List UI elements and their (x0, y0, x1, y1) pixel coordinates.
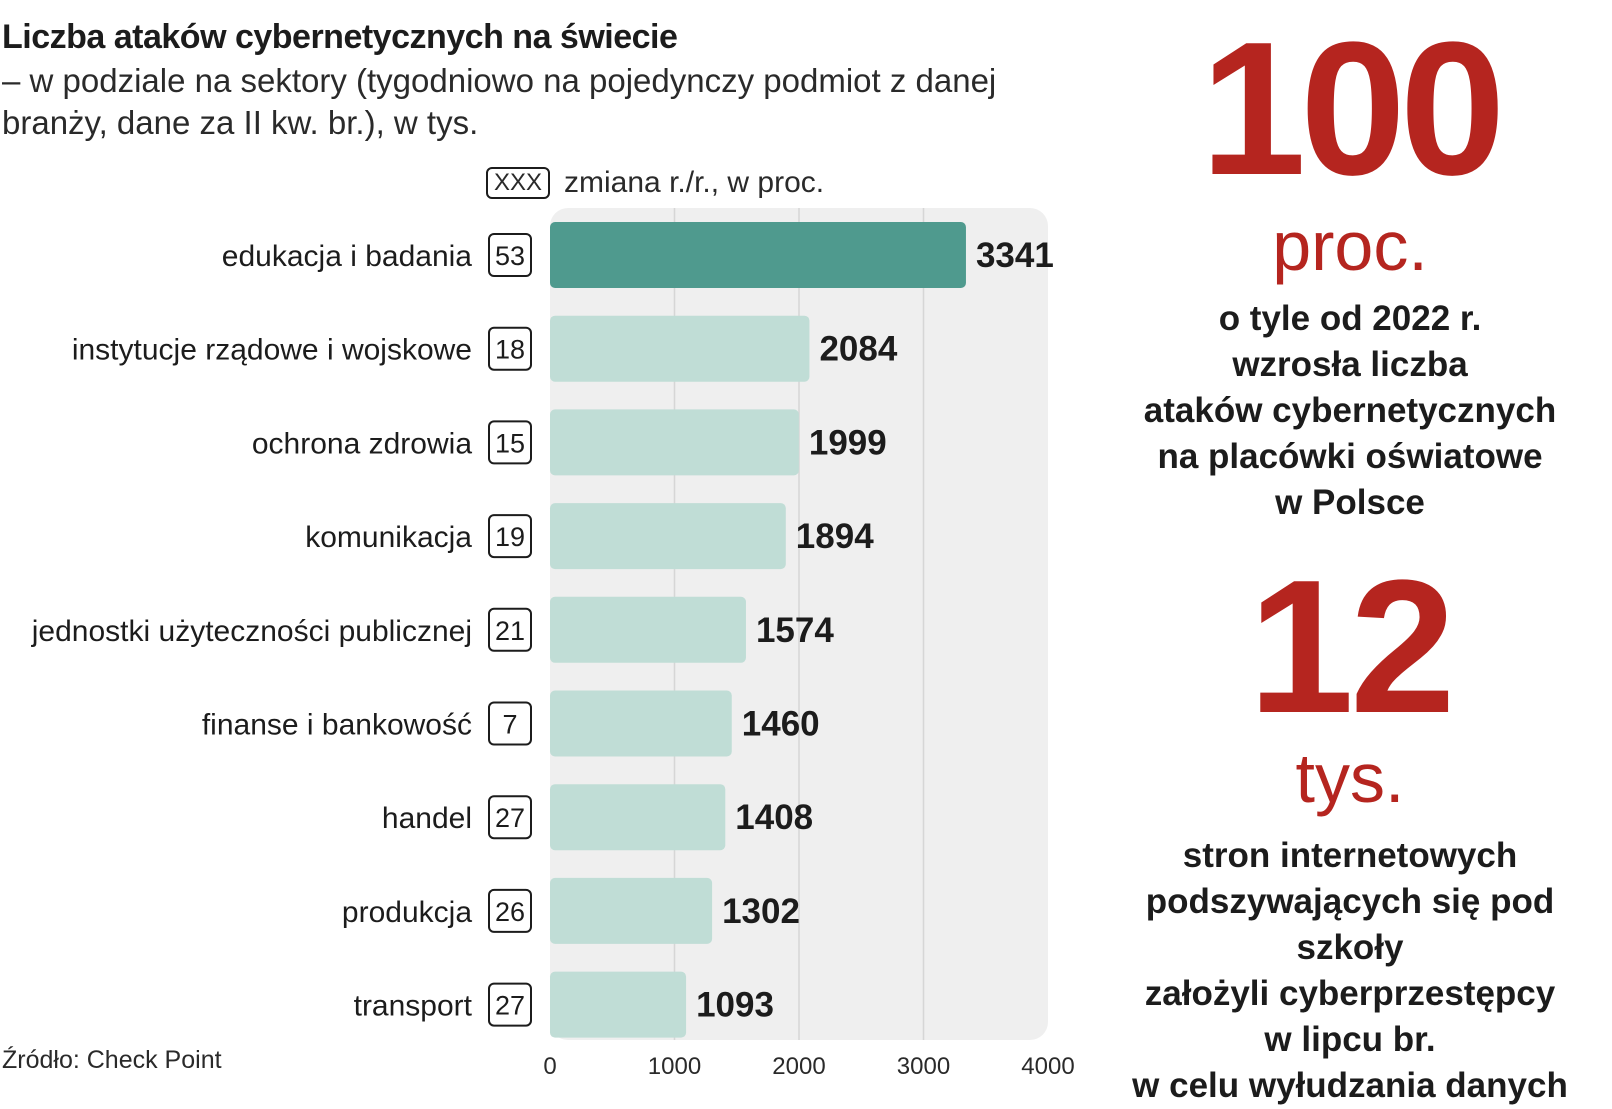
data-label: 1408 (735, 798, 813, 837)
category-label: transport (354, 990, 473, 1023)
fact-2-line: podszywających się pod szkoły (1145, 882, 1555, 967)
data-label: 1894 (796, 517, 874, 556)
yoy-change-box (488, 795, 532, 840)
yoy-change-label: 27 (495, 991, 525, 1021)
data-label: 1574 (756, 611, 834, 650)
yoy-change-box (488, 233, 532, 277)
yoy-change-box (488, 420, 532, 465)
category-label: handel (382, 802, 472, 835)
bar (550, 690, 732, 757)
fact-1-number: 100 (1200, 3, 1505, 215)
chart-title: Liczba ataków cybernetycznych na świecie (2, 18, 678, 56)
data-label: 2084 (819, 330, 897, 369)
category-label: ochrona zdrowia (252, 427, 472, 460)
x-tick-label: 1000 (648, 1053, 701, 1080)
data-label: 1460 (742, 705, 820, 744)
category-label: jednostki użyteczności publicznej (31, 615, 472, 648)
fact-1-line: w Polsce (1275, 483, 1425, 522)
source-note: Źródło: Check Point (2, 1046, 222, 1074)
chart-subtitle: – w podziale na sektory (tygodniowo na p… (2, 62, 997, 141)
category-label: instytucje rządowe i wojskowe (72, 334, 472, 367)
fact-2-unit: tys. (1295, 739, 1405, 817)
bar (550, 222, 966, 288)
yoy-change-label: 53 (495, 241, 525, 271)
x-tick-label: 3000 (897, 1053, 950, 1080)
data-label: 1093 (696, 986, 774, 1025)
fact-2-line: stron internetowych (1182, 836, 1518, 875)
x-tick-label: 0 (543, 1053, 556, 1080)
category-label: produkcja (342, 896, 472, 929)
category-label: finanse i bankowość (202, 709, 472, 742)
category-label: komunikacja (305, 521, 472, 554)
yoy-change-box (488, 982, 532, 1027)
fact-2-line: założyli cyberprzestępcy (1144, 974, 1556, 1013)
x-tick-label: 4000 (1021, 1053, 1074, 1080)
legend: XXX zmiana r./r., w proc. (486, 166, 824, 200)
data-label: 1999 (809, 423, 887, 462)
fact-2-number: 12 (1248, 541, 1455, 753)
bar-chart: 3341 edukacja i badania 53 2084 instytucje r… (31, 208, 1075, 1080)
yoy-change-box (488, 607, 532, 652)
bar (550, 315, 810, 382)
fact-1-text: o tyle od 2022 r. wzrosła liczba ataków … (1090, 296, 1610, 526)
bar (550, 596, 746, 663)
bar (550, 877, 713, 944)
yoy-change-label: 26 (495, 897, 525, 927)
bar (550, 784, 726, 851)
fact-1-unit: proc. (1272, 207, 1428, 285)
fact-1-line: na placówki oświatowe (1157, 437, 1543, 476)
yoy-change-label: 15 (495, 428, 525, 458)
yoy-change-box (488, 326, 532, 371)
fact-1-line: o tyle od 2022 r. (1218, 299, 1482, 338)
data-label: 3341 (976, 236, 1054, 275)
data-label: 1302 (722, 892, 800, 931)
yoy-change-label: 21 (495, 616, 525, 646)
bar (550, 409, 799, 476)
yoy-change-box (488, 888, 532, 933)
bar (550, 503, 786, 570)
yoy-change-label: 27 (495, 803, 525, 833)
yoy-change-label: 19 (495, 522, 525, 552)
fact-1-line: ataków cybernetycznych (1143, 391, 1557, 430)
yoy-change-box (488, 514, 532, 559)
fact-1-line: wzrosła liczba (1232, 345, 1468, 384)
bar (550, 971, 687, 1038)
fact-2-line: w lipcu br. (1264, 1020, 1436, 1059)
category-label: edukacja i badania (222, 240, 473, 273)
legend-box-sample: XXX (486, 167, 551, 199)
yoy-change-label: 7 (502, 710, 517, 740)
fact-2-text: stron internetowych podszywających się p… (1090, 833, 1610, 1109)
yoy-change-label: 18 (495, 335, 525, 365)
yoy-change-box (488, 701, 532, 746)
legend-text: zmiana r./r., w proc. (564, 166, 825, 199)
x-tick-label: 2000 (772, 1053, 825, 1080)
fact-2-line: w celu wyłudzania danych (1132, 1066, 1568, 1105)
